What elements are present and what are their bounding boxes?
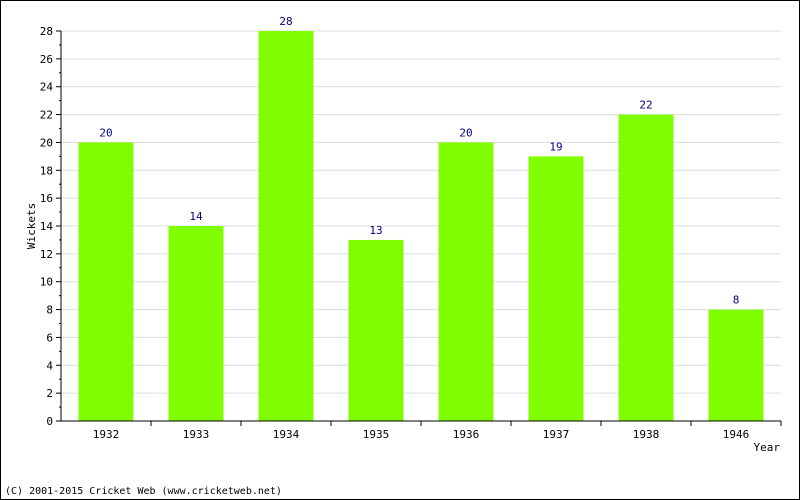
bars bbox=[78, 31, 764, 422]
data-label-1938: 22 bbox=[639, 99, 652, 112]
y-tick-label: 6 bbox=[46, 331, 53, 344]
y-tick-label: 18 bbox=[40, 164, 53, 177]
y-tick-label: 26 bbox=[40, 53, 53, 66]
bar-1937 bbox=[528, 156, 584, 421]
y-tick-label: 0 bbox=[46, 415, 53, 428]
data-label-1936: 20 bbox=[459, 126, 472, 139]
y-tick-label: 8 bbox=[46, 304, 53, 317]
y-axis-title: Wickets bbox=[25, 203, 38, 249]
y-tick-label: 12 bbox=[40, 248, 53, 261]
axes bbox=[56, 30, 782, 426]
data-label-1937: 19 bbox=[549, 140, 562, 153]
data-label-1934: 28 bbox=[279, 15, 292, 28]
x-tick-label-1935: 1935 bbox=[363, 428, 390, 441]
bar-1933 bbox=[168, 226, 224, 421]
data-label-1932: 20 bbox=[99, 126, 112, 139]
x-tick-label-1933: 1933 bbox=[183, 428, 210, 441]
labels: 0246810121416182022242628201932141933281… bbox=[40, 15, 750, 441]
y-tick-label: 20 bbox=[40, 136, 53, 149]
x-tick-label-1936: 1936 bbox=[453, 428, 480, 441]
x-tick-label-1938: 1938 bbox=[633, 428, 660, 441]
x-tick-label-1934: 1934 bbox=[273, 428, 300, 441]
x-tick-label-1937: 1937 bbox=[543, 428, 570, 441]
bar-1936 bbox=[438, 142, 494, 421]
bar-1938 bbox=[618, 114, 674, 422]
data-label-1935: 13 bbox=[369, 224, 382, 237]
bar-1934 bbox=[258, 31, 314, 421]
y-tick-label: 2 bbox=[46, 387, 53, 400]
y-tick-label: 24 bbox=[40, 81, 54, 94]
y-tick-label: 16 bbox=[40, 192, 53, 205]
bar-1932 bbox=[78, 142, 134, 421]
y-tick-label: 14 bbox=[40, 220, 54, 233]
x-tick-label-1946: 1946 bbox=[723, 428, 750, 441]
data-label-1933: 14 bbox=[189, 210, 203, 223]
bar-1946 bbox=[708, 309, 764, 421]
y-tick-label: 10 bbox=[40, 276, 53, 289]
copyright-text: (C) 2001-2015 Cricket Web (www.cricketwe… bbox=[5, 486, 282, 497]
data-label-1946: 8 bbox=[733, 294, 740, 307]
y-tick-label: 4 bbox=[46, 359, 53, 372]
y-tick-label: 22 bbox=[40, 109, 53, 122]
x-tick-label-1932: 1932 bbox=[93, 428, 120, 441]
bar-1935 bbox=[348, 239, 404, 421]
x-axis-title: Year bbox=[754, 441, 781, 454]
y-tick-label: 28 bbox=[40, 25, 53, 38]
